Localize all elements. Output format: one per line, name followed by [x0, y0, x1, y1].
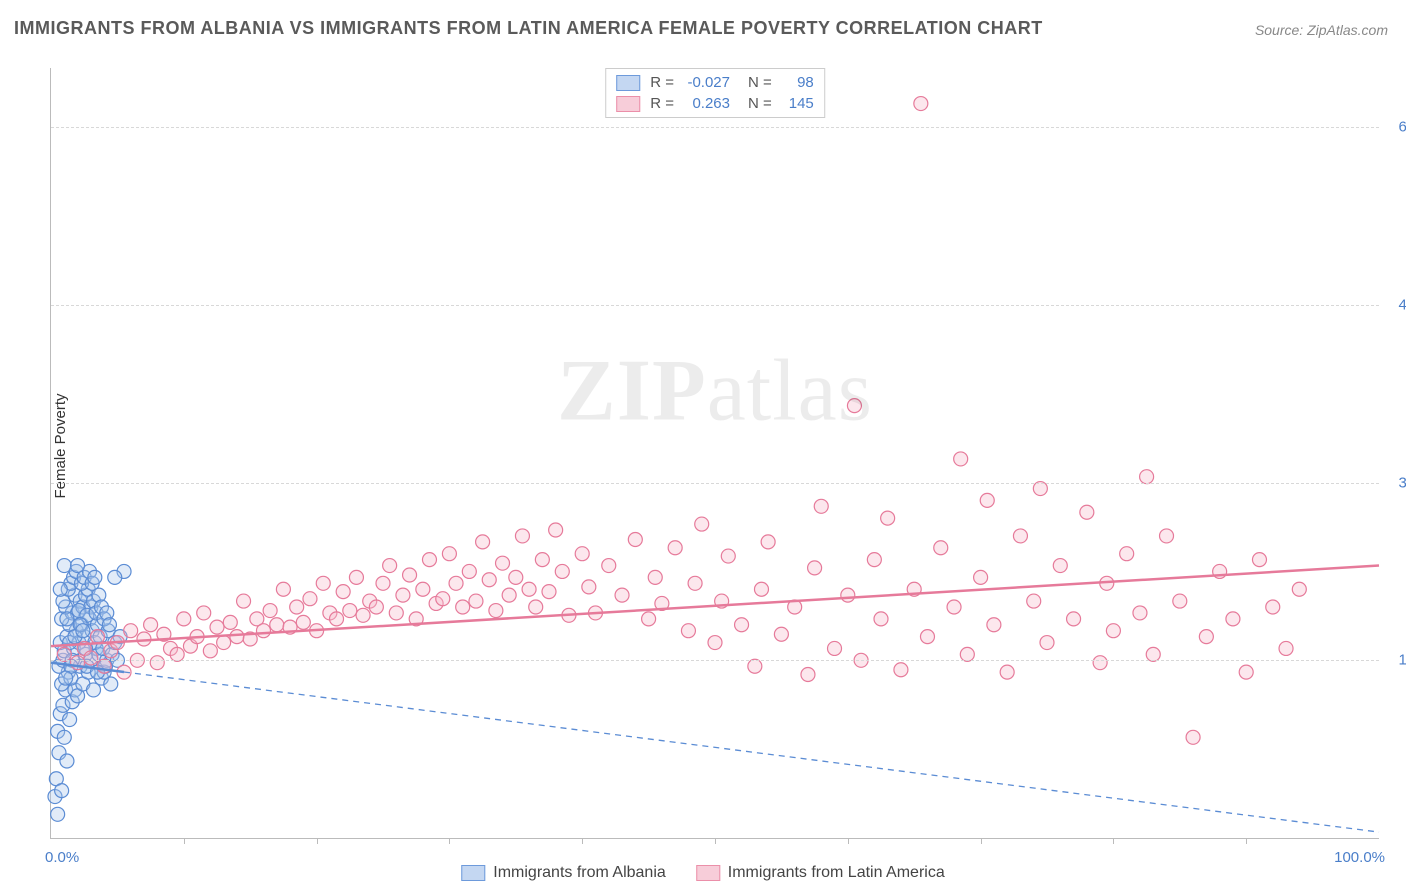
gridline-h	[51, 305, 1379, 306]
source-name: ZipAtlas.com	[1307, 22, 1388, 38]
r-value: 0.263	[680, 93, 730, 114]
r-value: -0.027	[680, 72, 730, 93]
x-tick	[317, 838, 318, 844]
legend-swatch-albania	[461, 865, 485, 881]
r-label: R =	[650, 93, 674, 114]
x-axis-max-label: 100.0%	[1334, 849, 1385, 866]
x-tick	[582, 838, 583, 844]
n-label: N =	[748, 72, 772, 93]
stats-legend: R = -0.027 N = 98 R = 0.263 N = 145	[605, 68, 825, 118]
plot-area: ZIPatlas R =-0.027N =98R =0.263N =145 0.…	[50, 68, 1379, 839]
swatch-albania	[616, 75, 640, 91]
stats-row-albania: R = -0.027 N = 98	[616, 72, 814, 93]
y-tick-label: 60.0%	[1386, 119, 1406, 136]
series-legend: Immigrants from Albania Immigrants from L…	[461, 864, 944, 882]
legend-swatch-latin_america	[696, 865, 720, 881]
x-axis-min-label: 0.0%	[45, 849, 79, 866]
n-value: 145	[778, 93, 814, 114]
x-tick	[981, 838, 982, 844]
gridline-h	[51, 127, 1379, 128]
x-tick	[715, 838, 716, 844]
trend-line-latin_america	[51, 566, 1379, 647]
x-tick	[449, 838, 450, 844]
x-tick	[1113, 838, 1114, 844]
n-label: N =	[748, 93, 772, 114]
r-label: R =	[650, 72, 674, 93]
trend-line-dashed-albania	[124, 672, 1379, 832]
legend-label: Immigrants from Albania	[493, 864, 666, 882]
chart-title: IMMIGRANTS FROM ALBANIA VS IMMIGRANTS FR…	[14, 18, 1043, 39]
legend-label: Immigrants from Latin America	[728, 864, 945, 882]
stats-row-latin_america: R = 0.263 N = 145	[616, 93, 814, 114]
trend-line-albania	[51, 663, 124, 672]
source-attribution: Source: ZipAtlas.com	[1255, 22, 1388, 38]
legend-item-latin_america: Immigrants from Latin America	[696, 864, 945, 882]
y-tick-label: 30.0%	[1386, 474, 1406, 491]
x-tick	[184, 838, 185, 844]
gridline-h	[51, 660, 1379, 661]
legend-item-albania: Immigrants from Albania	[461, 864, 666, 882]
x-tick	[848, 838, 849, 844]
n-value: 98	[778, 72, 814, 93]
y-tick-label: 15.0%	[1386, 652, 1406, 669]
swatch-latin_america	[616, 96, 640, 112]
y-tick-label: 45.0%	[1386, 296, 1406, 313]
gridline-h	[51, 483, 1379, 484]
trend-lines-layer	[51, 68, 1379, 838]
x-tick	[1246, 838, 1247, 844]
source-prefix: Source:	[1255, 22, 1307, 38]
